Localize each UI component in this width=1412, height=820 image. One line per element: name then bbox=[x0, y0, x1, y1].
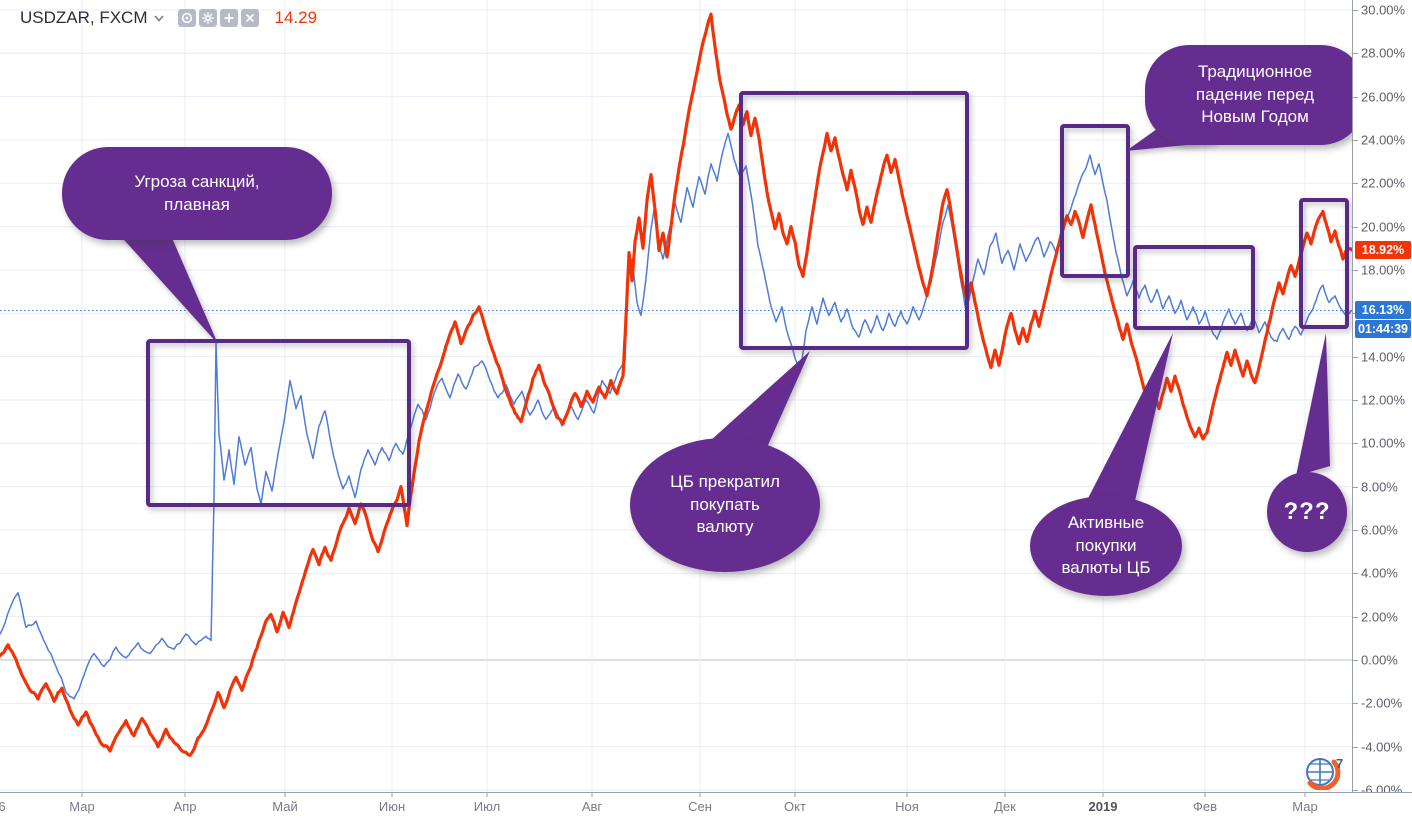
x-tick-label: Сен bbox=[688, 799, 712, 814]
svg-text:7: 7 bbox=[1336, 756, 1343, 771]
x-tick-mark bbox=[81, 793, 83, 797]
y-tick-mark bbox=[1353, 660, 1358, 661]
x-tick-label: 6 bbox=[0, 799, 6, 814]
y-tick-label: 0.00% bbox=[1361, 652, 1398, 668]
x-tick-label: Июн bbox=[378, 799, 406, 814]
x-tick-mark bbox=[906, 793, 908, 797]
price-axis[interactable]: 30.00% 28.00% 26.00% 24.00% 22.00% 20.00% 18.0… bbox=[1352, 0, 1412, 798]
y-tick-label: -4.00% bbox=[1361, 739, 1403, 755]
x-tick-mark bbox=[591, 793, 593, 797]
callout-cb-stopped[interactable]: ЦБ прекратил покупать валюту bbox=[630, 438, 820, 572]
x-tick-label: 2019 bbox=[1088, 799, 1118, 814]
x-tick-label: Май bbox=[272, 799, 298, 814]
y-tick-label: 4.00% bbox=[1361, 565, 1398, 581]
y-tick-mark bbox=[1353, 139, 1358, 141]
y-tick-mark bbox=[1353, 486, 1358, 488]
x-tick-mark bbox=[1102, 793, 1104, 797]
x-tick-mark bbox=[1204, 793, 1206, 797]
y-tick-label: 22.00% bbox=[1361, 175, 1406, 191]
x-tick-mark bbox=[486, 793, 488, 797]
highlight-rect[interactable] bbox=[739, 91, 969, 350]
x-tick-label: Фев bbox=[1192, 799, 1218, 814]
highlight-rect[interactable] bbox=[1133, 245, 1255, 330]
chart-plot-area[interactable]: 7 Угроза санкций, плавная ЦБ прекратил по… bbox=[0, 0, 1365, 792]
highlight-rect[interactable] bbox=[1060, 124, 1130, 278]
close-icon[interactable] bbox=[240, 9, 259, 27]
y-tick-label: 10.00% bbox=[1361, 435, 1406, 451]
y-tick-mark bbox=[1353, 790, 1358, 792]
y-tick-mark bbox=[1353, 573, 1358, 575]
y-tick-label: 8.00% bbox=[1361, 479, 1398, 495]
x-tick-mark bbox=[284, 793, 286, 797]
add-icon[interactable] bbox=[219, 9, 238, 27]
y-tick-label: -2.00% bbox=[1361, 695, 1403, 711]
blue-price-badge: 16.13% bbox=[1355, 301, 1411, 320]
symbol-legend[interactable]: USDZAR, FXCM 14.29 bbox=[20, 8, 317, 28]
settings-gear-icon[interactable] bbox=[198, 9, 217, 27]
y-tick-label: 28.00% bbox=[1361, 45, 1406, 61]
y-tick-mark bbox=[1353, 703, 1358, 705]
series-usdzar-red bbox=[0, 12, 1352, 757]
last-price-value: 14.29 bbox=[274, 8, 318, 27]
x-tick-label: Мар bbox=[1292, 799, 1318, 814]
x-tick-label: Июл bbox=[473, 799, 501, 814]
callout-new-year[interactable]: Традиционное падение перед Новым Годом bbox=[1145, 45, 1365, 145]
y-tick-mark bbox=[1353, 53, 1358, 55]
y-tick-label: 20.00% bbox=[1361, 219, 1406, 235]
y-tick-mark bbox=[1353, 269, 1358, 271]
y-tick-label: 30.00% bbox=[1361, 2, 1406, 18]
x-tick-label: Мар bbox=[69, 799, 95, 814]
x-tick-mark bbox=[1004, 793, 1006, 797]
x-tick-mark bbox=[794, 793, 796, 797]
x-tick-mark bbox=[184, 793, 186, 797]
x-tick-mark bbox=[391, 793, 393, 797]
legend-icon-row bbox=[177, 9, 259, 27]
highlight-rect[interactable] bbox=[1299, 198, 1349, 329]
symbol-title[interactable]: USDZAR, FXCM bbox=[20, 8, 148, 27]
y-tick-mark bbox=[1353, 183, 1358, 185]
highlight-rect[interactable] bbox=[146, 339, 411, 507]
y-tick-label: 6.00% bbox=[1361, 522, 1398, 538]
x-tick-mark bbox=[699, 793, 701, 797]
callout-tail-cb-stopped bbox=[700, 351, 810, 454]
y-tick-label: 12.00% bbox=[1361, 392, 1406, 408]
red-price-badge: 18.92% bbox=[1355, 241, 1411, 259]
y-tick-mark bbox=[1353, 746, 1358, 748]
x-tick-label: Ноя bbox=[895, 799, 919, 814]
countdown-badge: 01:44:39 bbox=[1355, 320, 1411, 339]
callout-cb-buying[interactable]: Активные покупки валюты ЦБ bbox=[1030, 496, 1182, 596]
callout-sanctions[interactable]: Угроза санкций, плавная bbox=[62, 147, 332, 240]
x-tick-label: Окт bbox=[784, 799, 806, 814]
callout-question[interactable]: ??? bbox=[1267, 472, 1347, 552]
callout-tail-question bbox=[1296, 333, 1330, 476]
x-tick-mark bbox=[1304, 793, 1306, 797]
y-tick-label: 26.00% bbox=[1361, 89, 1406, 105]
y-tick-label: 24.00% bbox=[1361, 132, 1406, 148]
time-axis[interactable]: 6 Мар Апр Май Июн Июл Авг Сен Окт Ноя Дек 2019 Фев Ма… bbox=[0, 792, 1412, 820]
x-tick-label: Апр bbox=[173, 799, 197, 814]
y-tick-mark bbox=[1353, 399, 1358, 401]
y-tick-mark bbox=[1353, 443, 1358, 445]
x-tick-label: Авг bbox=[581, 799, 603, 814]
y-tick-label: 18.00% bbox=[1361, 262, 1406, 278]
visibility-icon[interactable] bbox=[177, 9, 196, 27]
y-tick-mark bbox=[1353, 226, 1358, 228]
y-tick-mark bbox=[1353, 96, 1358, 98]
y-tick-label: 2.00% bbox=[1361, 609, 1398, 625]
x-tick-label: Дек bbox=[994, 799, 1016, 814]
y-tick-label: 14.00% bbox=[1361, 349, 1406, 365]
callout-tail-sanctions bbox=[108, 222, 218, 344]
chevron-down-icon[interactable] bbox=[153, 14, 164, 22]
y-tick-mark bbox=[1353, 9, 1358, 11]
y-tick-mark bbox=[1353, 529, 1358, 531]
callout-tail-cb-buying bbox=[1082, 333, 1173, 514]
fxcm-logo: 7 bbox=[1306, 756, 1343, 790]
y-tick-mark bbox=[1353, 616, 1358, 618]
y-tick-mark bbox=[1353, 356, 1358, 358]
